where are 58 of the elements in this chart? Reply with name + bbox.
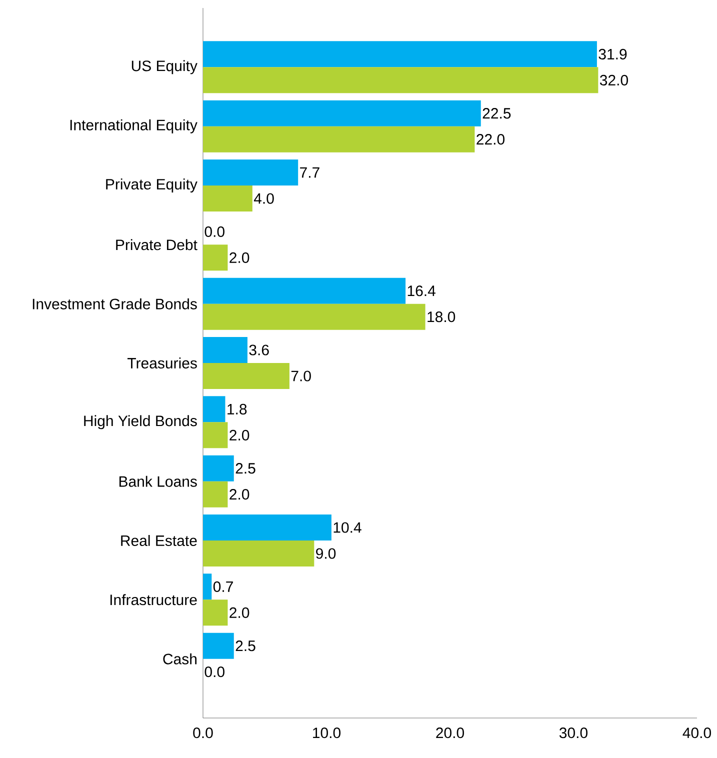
x-tick-label: 40.0 bbox=[682, 728, 711, 738]
x-tick-label: 10.0 bbox=[313, 728, 340, 738]
y-tick-label: Real Estate bbox=[121, 535, 197, 546]
data-label: 31.9 bbox=[598, 48, 627, 60]
y-tick-label: Investment Grade Bonds bbox=[32, 298, 197, 310]
bar bbox=[202, 100, 481, 126]
bar bbox=[202, 540, 314, 567]
bar bbox=[202, 455, 234, 482]
y-tick-label: Treasuries bbox=[127, 358, 197, 369]
bar bbox=[202, 41, 597, 68]
data-label: 2.0 bbox=[230, 430, 250, 440]
data-label: 22.0 bbox=[476, 134, 504, 145]
data-label: 2.0 bbox=[230, 607, 250, 618]
data-label: 4.0 bbox=[254, 193, 274, 204]
data-label: 16.4 bbox=[408, 286, 436, 296]
data-label: 32.0 bbox=[600, 74, 628, 86]
y-tick-label: US Equity bbox=[132, 60, 198, 74]
bar bbox=[202, 186, 252, 212]
bar bbox=[202, 278, 406, 304]
data-label: 2.0 bbox=[230, 489, 250, 500]
y-tick-label: High Yield Bonds bbox=[84, 415, 197, 430]
y-tick-label: Private Debt bbox=[116, 239, 198, 250]
bar bbox=[202, 422, 228, 448]
data-label: 0.7 bbox=[213, 581, 233, 592]
bar bbox=[202, 363, 290, 390]
data-label: 7.0 bbox=[291, 370, 311, 382]
bar bbox=[202, 396, 226, 422]
data-label: 9.0 bbox=[316, 548, 336, 559]
y-tick-label: International Equity bbox=[70, 119, 198, 134]
bar bbox=[202, 514, 332, 541]
bar bbox=[202, 244, 228, 271]
y-tick-label: Bank Loans bbox=[119, 476, 197, 487]
bar bbox=[202, 632, 234, 659]
data-label: 0.0 bbox=[204, 666, 224, 678]
bar bbox=[202, 126, 475, 152]
bar bbox=[202, 160, 298, 186]
data-label: 7.7 bbox=[300, 167, 320, 178]
bar bbox=[202, 574, 212, 600]
data-label: 3.6 bbox=[249, 344, 269, 356]
bar bbox=[202, 67, 598, 94]
bar bbox=[202, 481, 228, 508]
y-tick-label: Cash bbox=[163, 653, 196, 664]
x-tick-label: 20.0 bbox=[436, 728, 464, 738]
y-tick-label: Infrastructure bbox=[110, 594, 197, 606]
data-label: 0.0 bbox=[204, 226, 224, 237]
y-tick-label: Private Equity bbox=[106, 178, 198, 192]
data-label: 10.4 bbox=[334, 522, 362, 533]
data-label: 2.5 bbox=[236, 640, 256, 652]
data-label: 2.5 bbox=[236, 463, 256, 474]
bar bbox=[202, 337, 248, 364]
x-tick-label: 0.0 bbox=[193, 728, 213, 738]
data-label: 22.5 bbox=[482, 108, 511, 119]
bar bbox=[202, 600, 228, 626]
x-tick-label: 30.0 bbox=[559, 728, 588, 738]
data-label: 2.0 bbox=[230, 252, 250, 263]
data-label: 1.8 bbox=[228, 404, 247, 414]
data-label: 18.0 bbox=[428, 312, 456, 322]
bar bbox=[202, 304, 426, 330]
